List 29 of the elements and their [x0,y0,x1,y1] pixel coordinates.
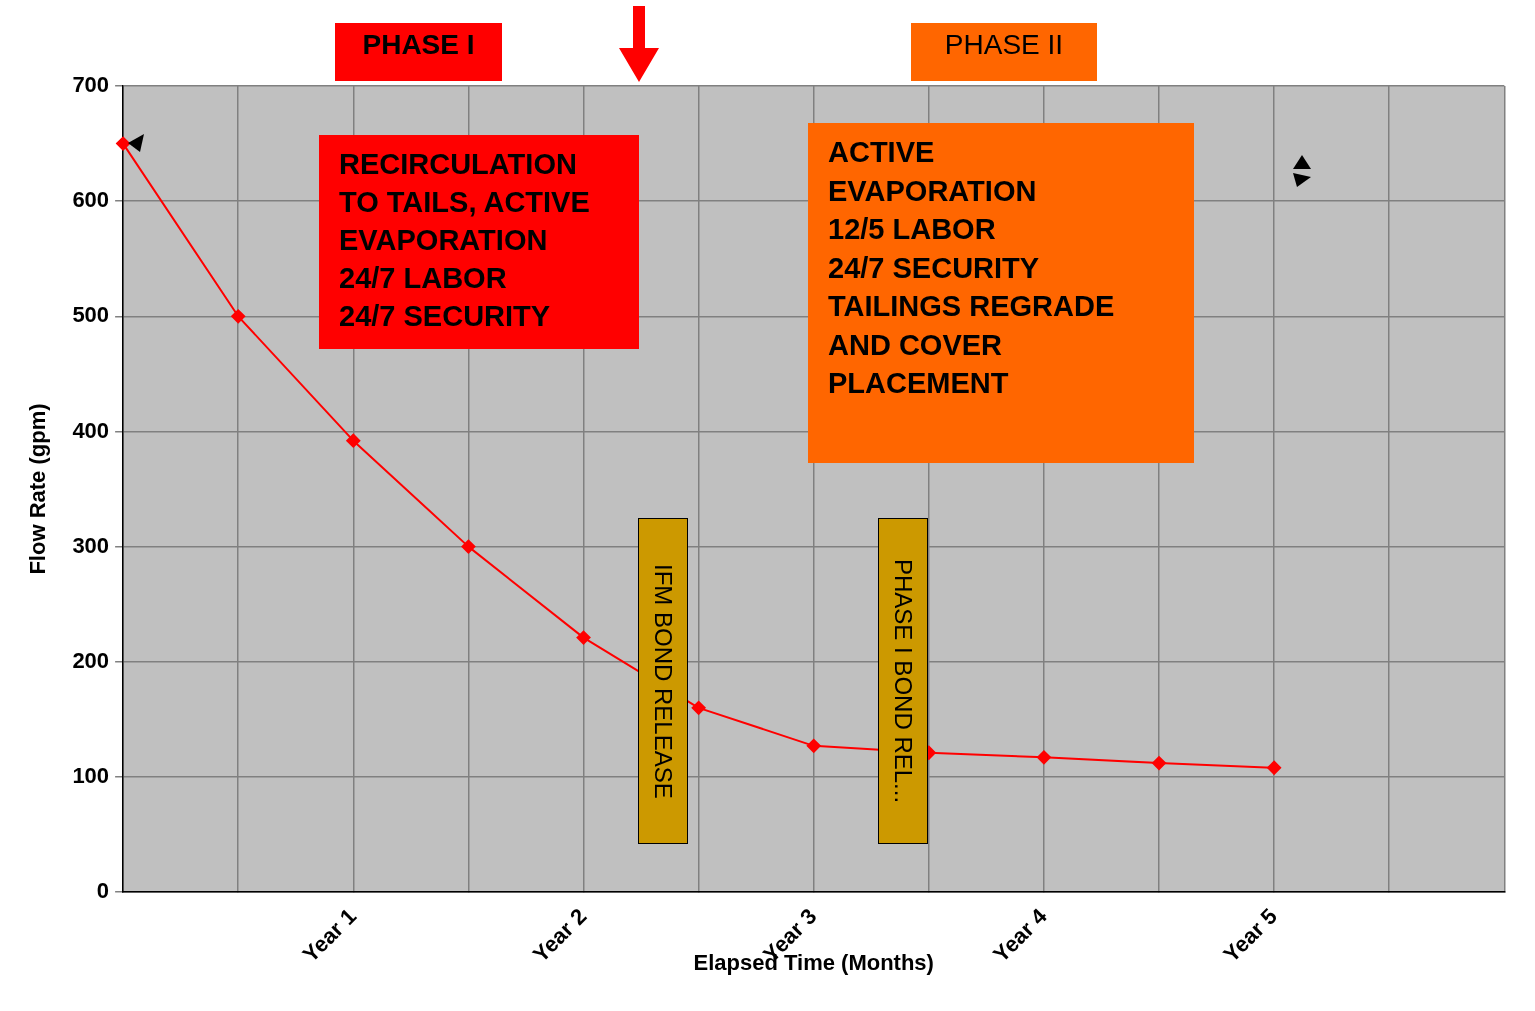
label-box: PHASE I [335,23,502,81]
y-tick-label: 100 [72,762,110,788]
x-tick-label: Year 4 [988,903,1053,968]
point [1267,760,1282,775]
y-tick-label: 600 [72,187,110,213]
y-tick-label: 300 [72,532,110,558]
point [691,700,706,715]
label-box: IFM BOND RELEASE [638,518,688,844]
point [461,539,476,554]
label-box: ACTIVE EVAPORATION 12/5 LABOR 24/7 SECURITY TAILINGS REGRADE AND COVER PLACEMENT [808,123,1194,463]
y-tick-label: 400 [72,417,110,443]
y-tick-label: 0 [96,878,110,904]
point [346,433,361,448]
point [116,136,131,151]
y-axis-title: Flow Rate (gpm) [25,403,51,575]
y-tick-label: 500 [72,302,110,328]
point [1152,756,1167,771]
label-box: PHASE II [911,23,1097,81]
label-box: PHASE I BOND REL... [878,518,928,844]
y-tick-label: 200 [72,647,110,673]
point [231,309,246,324]
x-tick-label: Year 1 [297,903,362,968]
y-tick-label: 700 [72,72,110,98]
x-tick-label: Year 2 [527,903,592,968]
label-box: RECIRCULATION TO TAILS, ACTIVE EVAPORATION 24/7 LABOR 24/7 SECURITY [319,135,639,349]
point [806,738,821,753]
point [1036,750,1051,765]
x-tick-label: Year 5 [1218,903,1282,968]
point [576,630,591,645]
